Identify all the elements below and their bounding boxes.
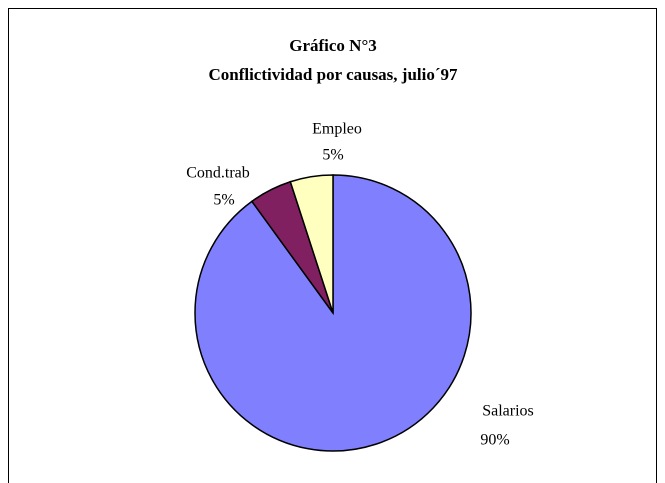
slice-label: Empleo [312,121,362,138]
chart-title: Gráfico N°3 [289,36,377,55]
pie-slice [289,174,334,314]
slice-label: Cond.trab [186,165,250,182]
slice-value-label: 5% [322,147,343,164]
slice-value-label: 5% [213,192,234,209]
chart-subtitle: Conflictividad por causas, julio´97 [208,65,458,84]
slice-label: Salarios [482,403,534,420]
slice-value-label: 90% [480,432,509,449]
